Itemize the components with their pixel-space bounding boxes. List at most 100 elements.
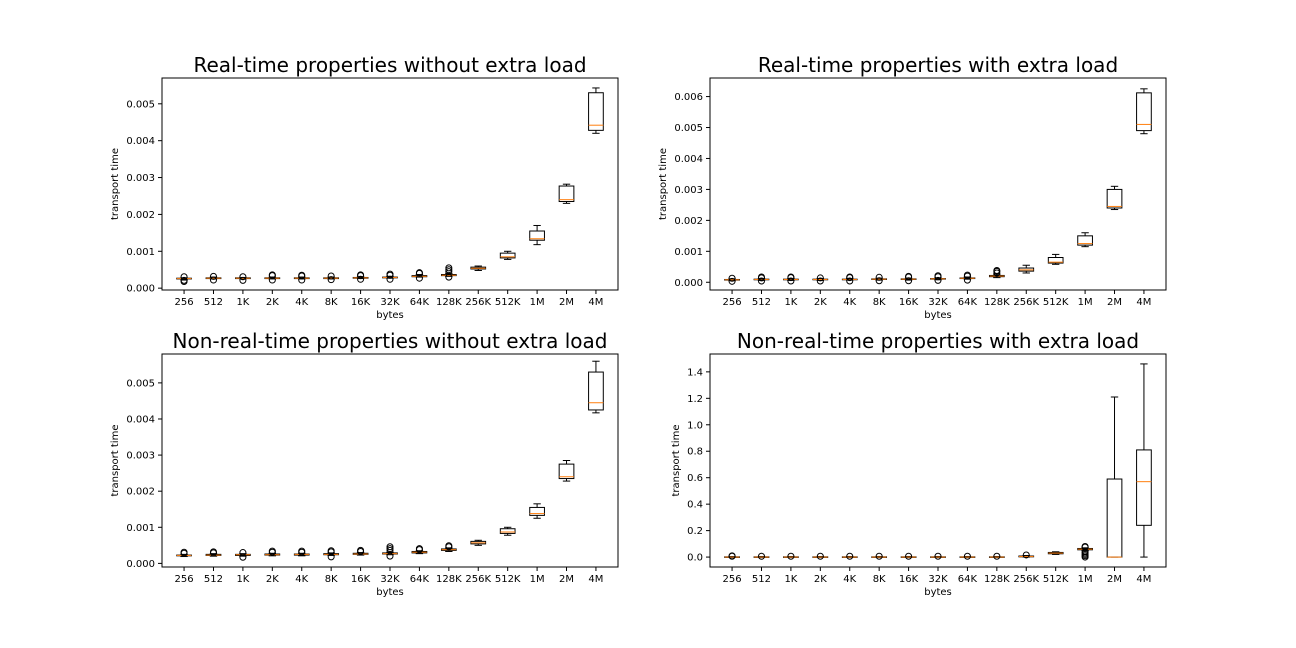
flier-point <box>445 266 453 274</box>
box-2K <box>264 271 281 284</box>
box-256 <box>176 273 192 286</box>
x-tick-label: 2K <box>266 574 279 585</box>
box-body <box>558 185 575 203</box>
flier-point <box>787 273 795 281</box>
y-tick-label: 0.000 <box>674 278 703 289</box>
flier-point <box>757 273 765 281</box>
flier-point <box>787 552 795 560</box>
x-tick-label: 1K <box>236 297 249 308</box>
x-tick-label: 2M <box>1107 574 1122 585</box>
flier-point <box>728 274 736 282</box>
y-tick-label: 1.4 <box>687 367 703 378</box>
box-512 <box>205 548 222 557</box>
flier-point <box>268 276 276 284</box>
x-tick-label: 128K <box>436 574 462 585</box>
box-body <box>529 506 545 516</box>
x-tick-label: 1M <box>1078 297 1093 308</box>
box-4M <box>1136 363 1152 558</box>
flier-point <box>327 272 335 280</box>
x-tick-label: 128K <box>984 297 1010 308</box>
box-16K <box>352 546 369 556</box>
x-tick-label: 512 <box>204 574 223 585</box>
box-64K <box>411 545 428 555</box>
x-tick-label: 64K <box>958 574 978 585</box>
x-tick-label: 16K <box>899 574 919 585</box>
flier-point <box>298 271 306 279</box>
chart-title: Non-real-time properties without extra l… <box>173 329 608 353</box>
flier-point <box>905 272 913 280</box>
box-2K <box>812 274 829 285</box>
y-tick-label: 0.005 <box>126 378 155 389</box>
box-256K <box>1018 264 1035 274</box>
y-tick-label: 0.000 <box>126 559 155 570</box>
x-tick-label: 2K <box>266 297 279 308</box>
box-body <box>529 230 545 241</box>
x-tick-label: 64K <box>958 297 978 308</box>
box-1M <box>1077 542 1093 561</box>
box-body <box>1106 188 1123 209</box>
box-256 <box>724 552 740 560</box>
x-tick-label: 4K <box>295 297 308 308</box>
box-16K <box>352 271 369 283</box>
flier-point <box>209 276 217 284</box>
flier-point <box>993 552 1001 560</box>
flier-point <box>816 277 824 285</box>
box-body <box>558 463 575 480</box>
flier-point <box>445 264 453 272</box>
y-tick-label: 1.2 <box>687 394 703 405</box>
y-tick-label: 0.003 <box>674 185 703 196</box>
x-tick-label: 64K <box>410 297 430 308</box>
box-1M <box>529 224 545 246</box>
x-tick-label: 32K <box>380 574 400 585</box>
flier-point <box>239 276 247 284</box>
box-128K <box>988 267 1005 279</box>
flier-point <box>757 552 765 560</box>
x-tick-label: 16K <box>899 297 919 308</box>
y-tick-label: 0.001 <box>674 247 703 258</box>
box-512 <box>753 552 770 560</box>
y-tick-label: 0.4 <box>687 500 703 511</box>
flier-point <box>875 273 883 281</box>
axes-frame <box>161 353 619 568</box>
box-512K <box>1047 253 1064 265</box>
x-tick-label: 2K <box>814 574 827 585</box>
box-4M <box>588 360 604 414</box>
box-128K <box>440 542 457 552</box>
box-2K <box>264 547 281 557</box>
flier-point <box>934 552 942 560</box>
flier-point <box>445 268 453 276</box>
box-1K <box>783 273 799 285</box>
x-tick-label: 256K <box>1013 297 1039 308</box>
chart-title: Real-time properties without extra load <box>193 53 586 77</box>
y-tick-label: 0.2 <box>687 526 703 537</box>
y-tick-label: 0.004 <box>126 136 155 147</box>
box-body <box>1047 257 1064 264</box>
y-tick-label: 1.0 <box>687 420 703 431</box>
box-4K <box>841 273 858 285</box>
flier-point <box>846 552 854 560</box>
box-2M <box>558 183 575 204</box>
x-tick-label: 256 <box>175 297 194 308</box>
flier-point <box>963 271 971 279</box>
box-body <box>1136 449 1152 526</box>
x-tick-label: 512 <box>752 574 771 585</box>
x-tick-label: 1K <box>236 574 249 585</box>
flier-point <box>180 273 188 281</box>
x-tick-label: 2M <box>559 297 574 308</box>
flier-point <box>728 552 736 560</box>
x-tick-label: 8K <box>873 574 886 585</box>
chart-panel-3: Non-real-time properties with extra load… <box>671 329 1167 598</box>
x-tick-label: 32K <box>928 297 948 308</box>
y-tick-label: 0.005 <box>126 99 155 110</box>
box-4K <box>293 271 310 284</box>
x-tick-label: 4M <box>1136 297 1151 308</box>
box-64K <box>959 552 976 560</box>
axes-frame <box>161 77 619 291</box>
flier-point <box>327 276 335 284</box>
flier-point <box>963 276 971 284</box>
y-axis-label: transport time <box>658 148 669 220</box>
flier-point <box>357 275 365 283</box>
flier-point <box>415 269 423 277</box>
x-axis-label: bytes <box>376 310 404 321</box>
